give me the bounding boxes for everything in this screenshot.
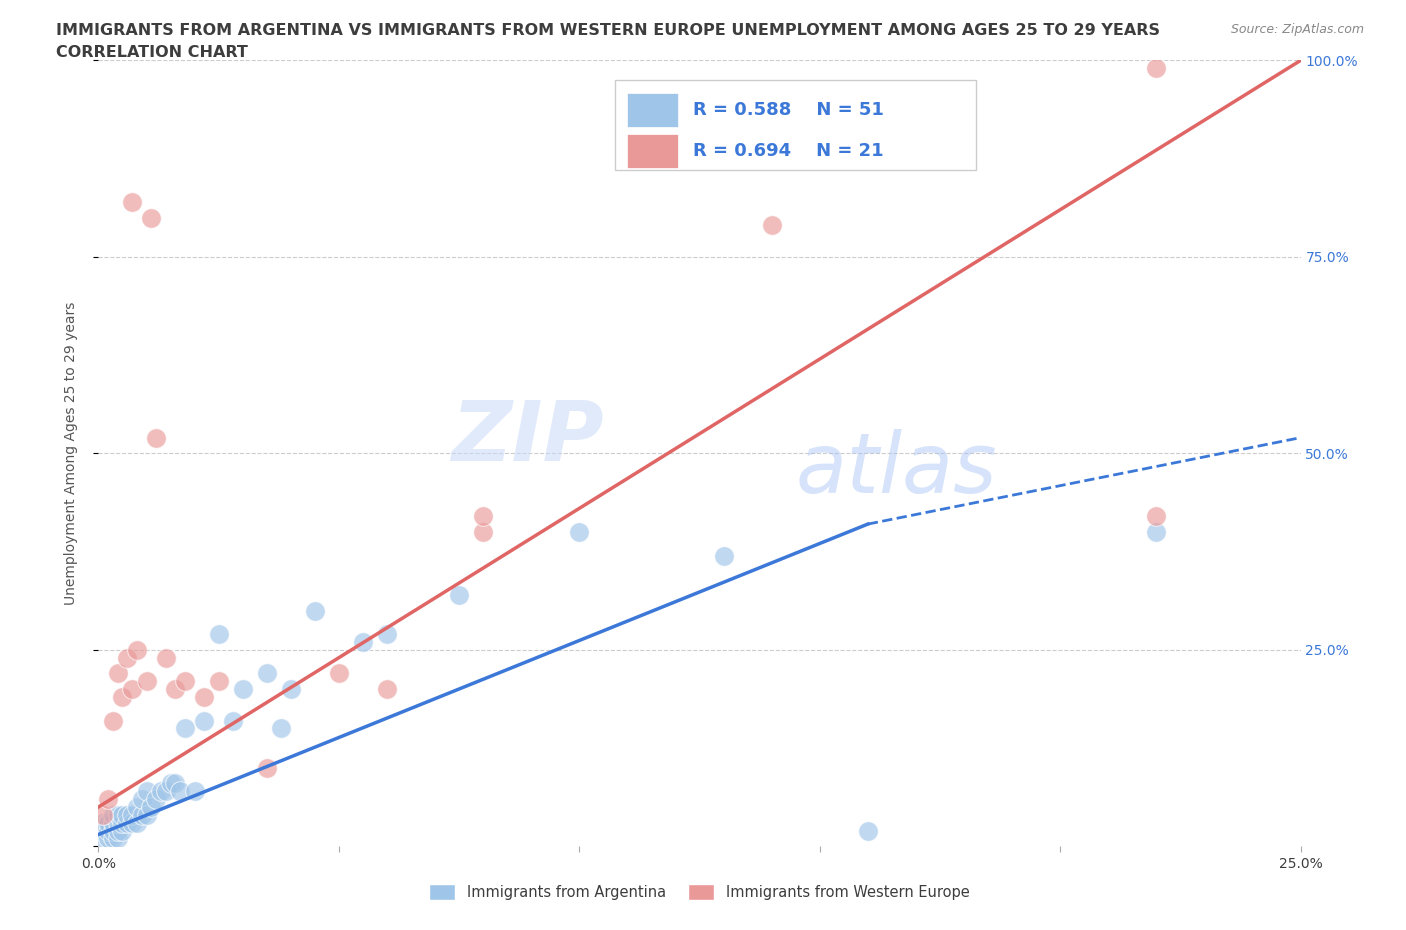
Point xyxy=(149,784,172,799)
Point xyxy=(111,807,134,822)
Point xyxy=(111,823,134,838)
Point xyxy=(121,682,143,697)
Point xyxy=(159,776,181,790)
Point xyxy=(121,807,143,822)
Point xyxy=(117,807,139,822)
Point xyxy=(125,816,148,830)
Text: Source: ZipAtlas.com: Source: ZipAtlas.com xyxy=(1230,23,1364,36)
Point xyxy=(141,800,163,815)
Text: IMMIGRANTS FROM ARGENTINA VS IMMIGRANTS FROM WESTERN EUROPE UNEMPLOYMENT AMONG A: IMMIGRANTS FROM ARGENTINA VS IMMIGRANTS … xyxy=(56,23,1160,38)
Text: ZIP: ZIP xyxy=(451,397,603,478)
Point xyxy=(155,784,177,799)
Point xyxy=(91,807,114,822)
Point xyxy=(193,689,215,704)
Point xyxy=(141,210,163,225)
Point xyxy=(222,713,245,728)
Point xyxy=(304,604,326,618)
Legend: Immigrants from Argentina, Immigrants from Western Europe: Immigrants from Argentina, Immigrants fr… xyxy=(423,878,976,906)
Point xyxy=(135,784,157,799)
Point xyxy=(256,666,278,681)
Point xyxy=(145,791,167,806)
Point xyxy=(270,721,292,736)
Point xyxy=(131,791,153,806)
Point xyxy=(761,218,783,232)
Point xyxy=(1144,525,1167,539)
Point xyxy=(97,823,120,838)
Point xyxy=(91,831,114,846)
Point xyxy=(165,682,187,697)
Point xyxy=(328,666,350,681)
Point xyxy=(169,784,191,799)
Point xyxy=(107,816,129,830)
Point xyxy=(121,816,143,830)
Point xyxy=(101,831,124,846)
Point xyxy=(856,823,879,838)
Point xyxy=(183,784,205,799)
Point xyxy=(135,674,157,689)
Point xyxy=(91,816,114,830)
Point xyxy=(472,509,495,524)
Point xyxy=(568,525,591,539)
Text: R = 0.694    N = 21: R = 0.694 N = 21 xyxy=(693,141,884,160)
Point xyxy=(131,807,153,822)
Text: atlas: atlas xyxy=(796,429,997,510)
Point xyxy=(97,816,120,830)
Point xyxy=(208,627,231,642)
Point xyxy=(97,831,120,846)
Point xyxy=(375,627,398,642)
Point xyxy=(107,666,129,681)
Point xyxy=(232,682,254,697)
FancyBboxPatch shape xyxy=(616,80,976,170)
Point xyxy=(165,776,187,790)
Point xyxy=(135,807,157,822)
Point xyxy=(101,823,124,838)
Text: CORRELATION CHART: CORRELATION CHART xyxy=(56,45,247,60)
Point xyxy=(280,682,302,697)
Point xyxy=(145,431,167,445)
Point xyxy=(174,721,197,736)
Point xyxy=(155,650,177,665)
Point xyxy=(174,674,197,689)
Point xyxy=(107,823,129,838)
FancyBboxPatch shape xyxy=(627,93,678,127)
Point xyxy=(713,548,735,563)
Point xyxy=(472,525,495,539)
Point xyxy=(117,650,139,665)
Point xyxy=(208,674,231,689)
Point xyxy=(256,761,278,776)
Point xyxy=(117,816,139,830)
Point xyxy=(352,634,374,649)
Point xyxy=(101,807,124,822)
Point xyxy=(97,791,120,806)
Point xyxy=(107,831,129,846)
Point xyxy=(111,689,134,704)
Point xyxy=(193,713,215,728)
FancyBboxPatch shape xyxy=(627,134,678,168)
Y-axis label: Unemployment Among Ages 25 to 29 years: Unemployment Among Ages 25 to 29 years xyxy=(63,301,77,605)
Point xyxy=(121,194,143,209)
Point xyxy=(107,807,129,822)
Point xyxy=(447,588,470,603)
Point xyxy=(101,816,124,830)
Text: R = 0.588    N = 51: R = 0.588 N = 51 xyxy=(693,101,884,119)
Point xyxy=(101,713,124,728)
Point xyxy=(111,816,134,830)
Point xyxy=(375,682,398,697)
Point xyxy=(125,800,148,815)
Point xyxy=(1144,60,1167,75)
Point xyxy=(1144,509,1167,524)
Point xyxy=(125,643,148,658)
Point xyxy=(91,823,114,838)
